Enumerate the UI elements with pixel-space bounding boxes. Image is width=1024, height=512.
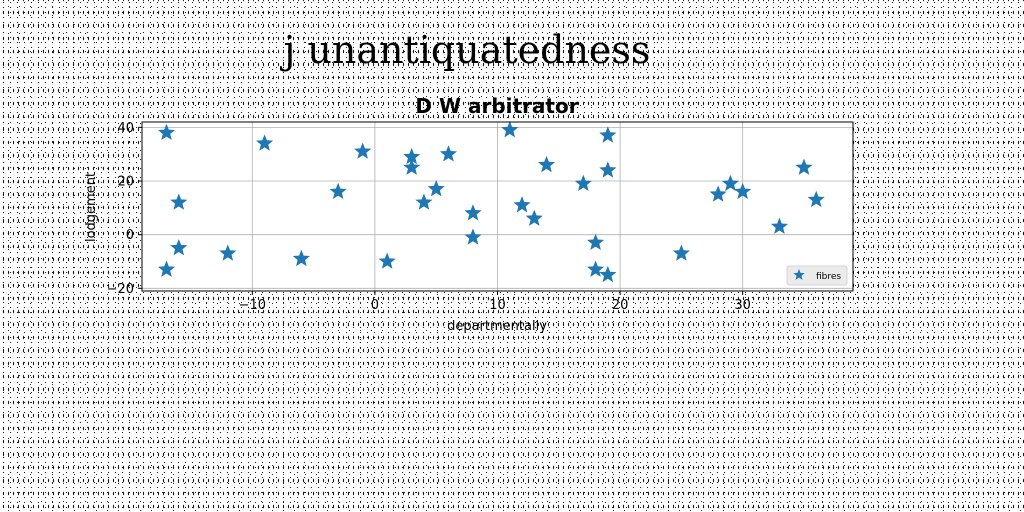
data-point-star (770, 217, 789, 234)
data-point-star (734, 182, 752, 200)
legend: fibres (786, 265, 848, 286)
data-point-star (378, 252, 396, 269)
x-tick-label: 30 (734, 298, 751, 313)
data-point-star (427, 180, 445, 197)
data-point-star (170, 193, 188, 210)
y-tick-label: 20 (117, 175, 134, 190)
axis-ticks: −10 0 10 20 30 −20 0 20 40 (107, 121, 751, 313)
data-point-star (329, 182, 347, 200)
y-tick-label: 0 (126, 228, 134, 243)
data-point-star (807, 190, 825, 208)
data-point-star (513, 196, 531, 213)
data-point-star (403, 147, 421, 165)
chart-title: D W arbitrator (415, 94, 578, 118)
y-tick-label: 40 (117, 121, 134, 136)
data-point-star (709, 185, 727, 202)
data-point-star (415, 193, 433, 210)
legend-box (786, 265, 848, 286)
x-tick-label: −10 (239, 298, 266, 313)
data-point-star (721, 174, 739, 191)
data-point-star (587, 233, 605, 250)
data-point-star (157, 260, 176, 277)
figure-title: j unantiquatedness (280, 28, 651, 72)
grid (142, 122, 853, 291)
data-point-star (464, 204, 482, 221)
x-tick-label: 10 (489, 298, 506, 313)
data-point-star (170, 239, 188, 256)
data-point-star (219, 244, 237, 261)
data-point-star (525, 209, 543, 226)
data-point-star (354, 142, 372, 159)
data-point-star (292, 249, 310, 267)
data-point-star (537, 155, 556, 173)
data-point-star (599, 126, 617, 143)
y-tick-label: −20 (107, 282, 134, 297)
data-point-star (256, 134, 274, 151)
x-axis-label: departmentally (447, 319, 547, 334)
x-tick-label: 0 (371, 298, 379, 313)
data-point-star (599, 265, 617, 283)
data-point-star (587, 260, 605, 277)
legend-label: fibres (816, 272, 841, 282)
data-point-star (599, 161, 617, 178)
data-point-star (795, 158, 813, 175)
data-point-star (464, 228, 482, 245)
data-point-star (157, 123, 176, 141)
data-point-star (439, 145, 458, 162)
scatter-points (157, 121, 825, 283)
data-point-star (672, 244, 690, 261)
legend-marker-star (793, 269, 805, 280)
data-point-star (574, 174, 592, 191)
y-axis-label: lodgement (84, 172, 99, 242)
data-point-star (501, 121, 519, 138)
x-tick-label: 20 (612, 298, 629, 313)
data-point-star (403, 158, 421, 175)
